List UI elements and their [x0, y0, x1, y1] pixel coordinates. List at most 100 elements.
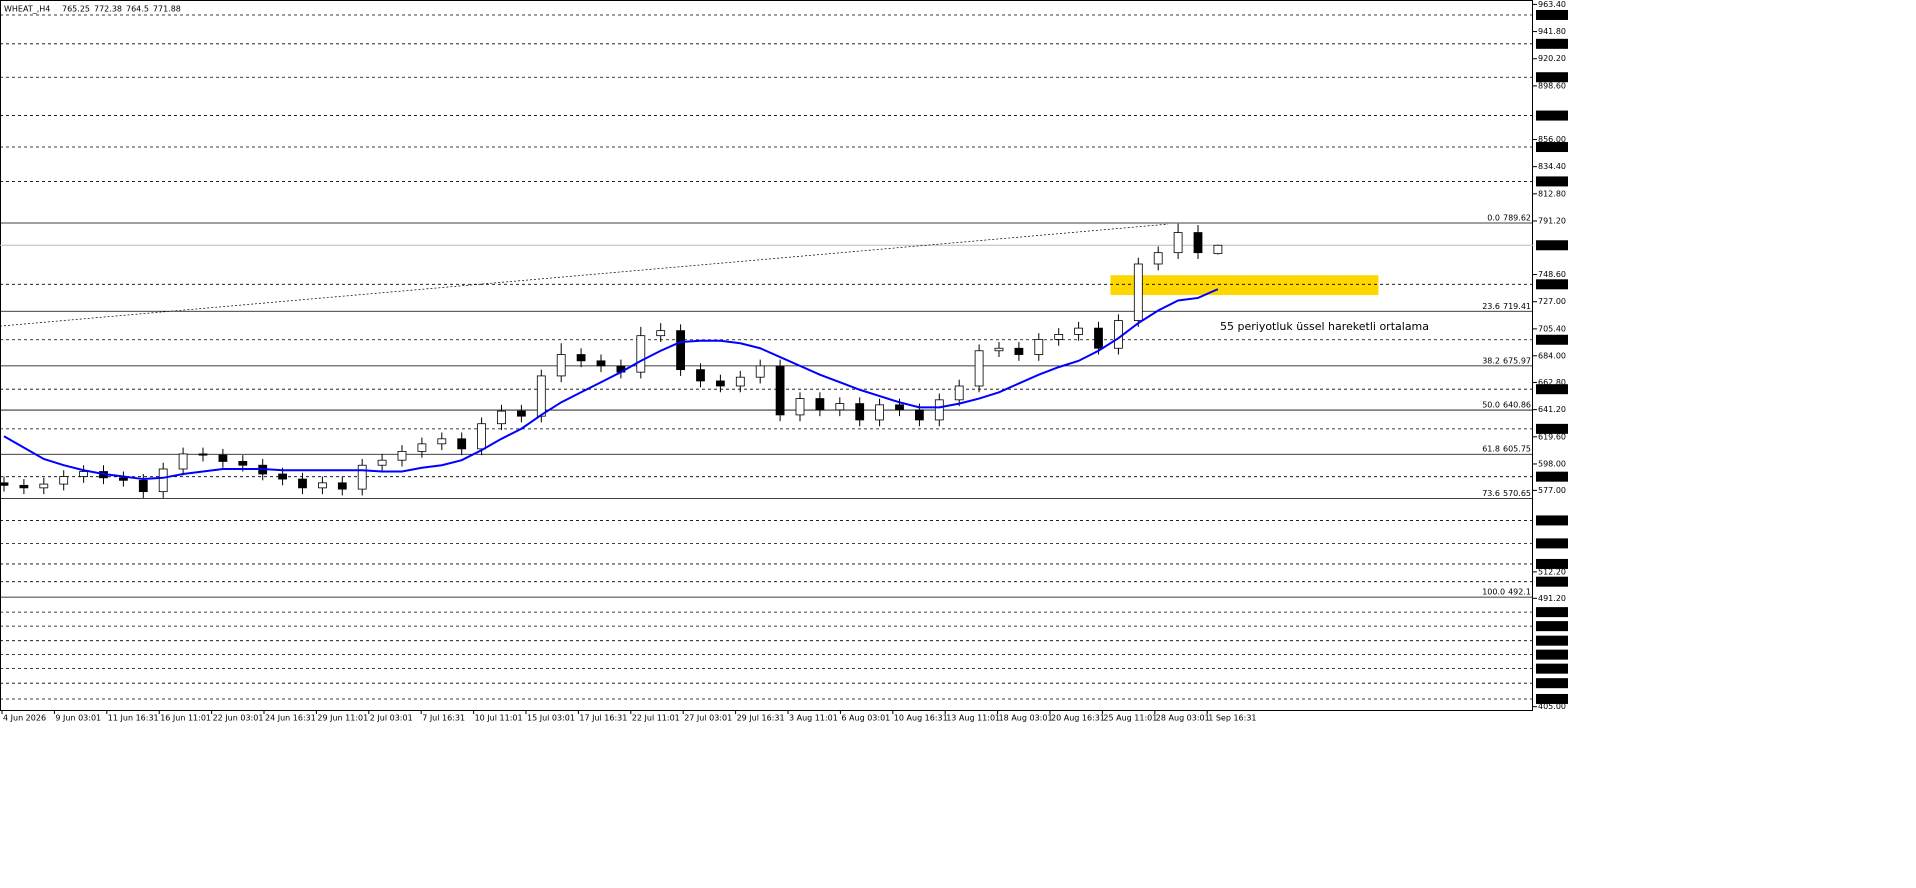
candle-body: [79, 471, 88, 477]
y-tick-label: 727.00: [1538, 297, 1566, 306]
y-tick-label: 791.20: [1538, 216, 1566, 225]
candle-body: [775, 365, 785, 416]
x-tick-label: 15 Jul 03:01: [527, 714, 575, 723]
candle-body: [855, 403, 865, 421]
candle-body: [357, 464, 367, 490]
x-tick-label: 1 Sep 16:31: [1208, 714, 1256, 723]
candle-body: [915, 409, 924, 421]
price-zone: [1110, 275, 1379, 296]
x-tick-label: 4 Jun 2026: [3, 714, 46, 723]
candle-body: [755, 365, 765, 378]
chart-title: WHEAT_,H4: [4, 5, 50, 14]
candle-body: [477, 423, 487, 450]
candle-body: [198, 453, 208, 456]
fib-level: 100.0: [1482, 588, 1505, 597]
candle-body: [895, 404, 904, 411]
fib-level: 23.6: [1482, 302, 1500, 311]
fib-value: 492.1: [1508, 588, 1531, 597]
level-label-box: [1536, 142, 1568, 153]
x-tick-label: 2 Jul 03:01: [370, 714, 413, 723]
fib-value: 640.86: [1503, 401, 1531, 410]
x-tick-label: 3 Aug 11:01: [789, 714, 838, 723]
candle-body: [556, 354, 566, 377]
y-tick-label: 641.20: [1538, 405, 1566, 414]
y-tick-label: 405.00: [1538, 702, 1566, 711]
current-price-box: [1536, 240, 1568, 251]
fib-value: 675.97: [1503, 356, 1531, 365]
x-tick-label: 27 Jul 03:01: [684, 714, 732, 723]
title-ohlc: 765.25: [62, 5, 90, 14]
level-label-box: [1536, 471, 1568, 482]
candle-body: [1173, 232, 1183, 254]
candle-body: [835, 403, 845, 411]
y-tick-label: 748.60: [1538, 270, 1566, 279]
candle-body: [317, 482, 327, 489]
candle-body: [1054, 334, 1064, 340]
x-tick-label: 11 Jun 16:31: [108, 714, 159, 723]
candle-body: [676, 330, 685, 371]
x-tick-label: 20 Aug 16:31: [1051, 714, 1105, 723]
y-tick-label: 920.20: [1538, 54, 1566, 63]
fib-value: 719.41: [1503, 302, 1531, 311]
level-label: 875.00: [1538, 111, 1566, 120]
x-tick-label: 9 Jun 03:01: [55, 714, 101, 723]
level-label: 534.85: [1538, 539, 1566, 548]
candle-body: [1074, 327, 1083, 335]
fib-level: 61.8: [1482, 445, 1500, 454]
level-label-box: [1536, 693, 1568, 704]
level-label-box: [1536, 635, 1568, 646]
x-tick-label: 6 Aug 03:01: [841, 714, 890, 723]
level-label-box: [1536, 538, 1568, 549]
candle-body: [39, 483, 49, 489]
level-label: 446.40: [1538, 650, 1566, 659]
trendline: [0, 223, 1169, 327]
y-tick-label: 577.00: [1538, 486, 1566, 495]
level-label-box: [1536, 176, 1568, 187]
candle-body: [457, 438, 467, 450]
level-label-box: [1536, 110, 1568, 121]
x-tick-label: 25 Aug 11:01: [1103, 714, 1157, 723]
candle-body: [1213, 244, 1223, 255]
level-label: 518.50: [1538, 559, 1566, 568]
y-tick-label: 963.40: [1538, 0, 1566, 9]
x-tick-label: 28 Aug 03:01: [1156, 714, 1210, 723]
candle-body: [397, 450, 407, 461]
x-tick-label: 7 Jul 16:31: [422, 714, 465, 723]
candle-body: [716, 380, 725, 387]
level-label-box: [1536, 279, 1568, 290]
candle-body: [735, 376, 745, 387]
y-tick-label: 662.80: [1538, 378, 1566, 387]
candle-body: [1153, 252, 1163, 265]
level-label: 457.50: [1538, 636, 1566, 645]
y-tick-label: 705.40: [1538, 324, 1566, 333]
fib-level: 38.2: [1482, 356, 1500, 365]
candle-body: [0, 482, 9, 486]
candle-body: [1133, 263, 1143, 321]
y-tick-label: 812.80: [1538, 189, 1566, 198]
y-tick-label: 898.60: [1538, 81, 1566, 90]
fib-value: 605.75: [1503, 445, 1531, 454]
candle-body: [636, 335, 646, 373]
candle-body: [1193, 232, 1203, 254]
fib-value: 570.65: [1503, 489, 1531, 498]
level-label-box: [1536, 678, 1568, 689]
y-tick-label: 619.60: [1538, 432, 1566, 441]
level-label-box: [1536, 621, 1568, 632]
x-tick-label: 13 Aug 11:01: [946, 714, 1000, 723]
candle-body: [536, 375, 546, 417]
level-label-box: [1536, 334, 1568, 345]
annotation: 55 periyotluk üssel hareketli ortalama: [1220, 320, 1429, 333]
x-tick-label: 17 Jul 16:31: [579, 714, 627, 723]
candle-body: [656, 330, 666, 337]
candle-body: [696, 369, 705, 382]
x-tick-label: 10 Jul 11:01: [475, 714, 523, 723]
candle-body: [1114, 320, 1123, 349]
level-label: 740.85: [1538, 280, 1566, 289]
level-label-box: [1536, 558, 1568, 569]
y-tick-label: 598.00: [1538, 459, 1566, 468]
level-label-box: [1536, 72, 1568, 83]
y-tick-label: 512.20: [1538, 567, 1566, 576]
candle-body: [238, 461, 248, 466]
level-label: 932.05: [1538, 39, 1566, 48]
level-label-box: [1536, 423, 1568, 434]
